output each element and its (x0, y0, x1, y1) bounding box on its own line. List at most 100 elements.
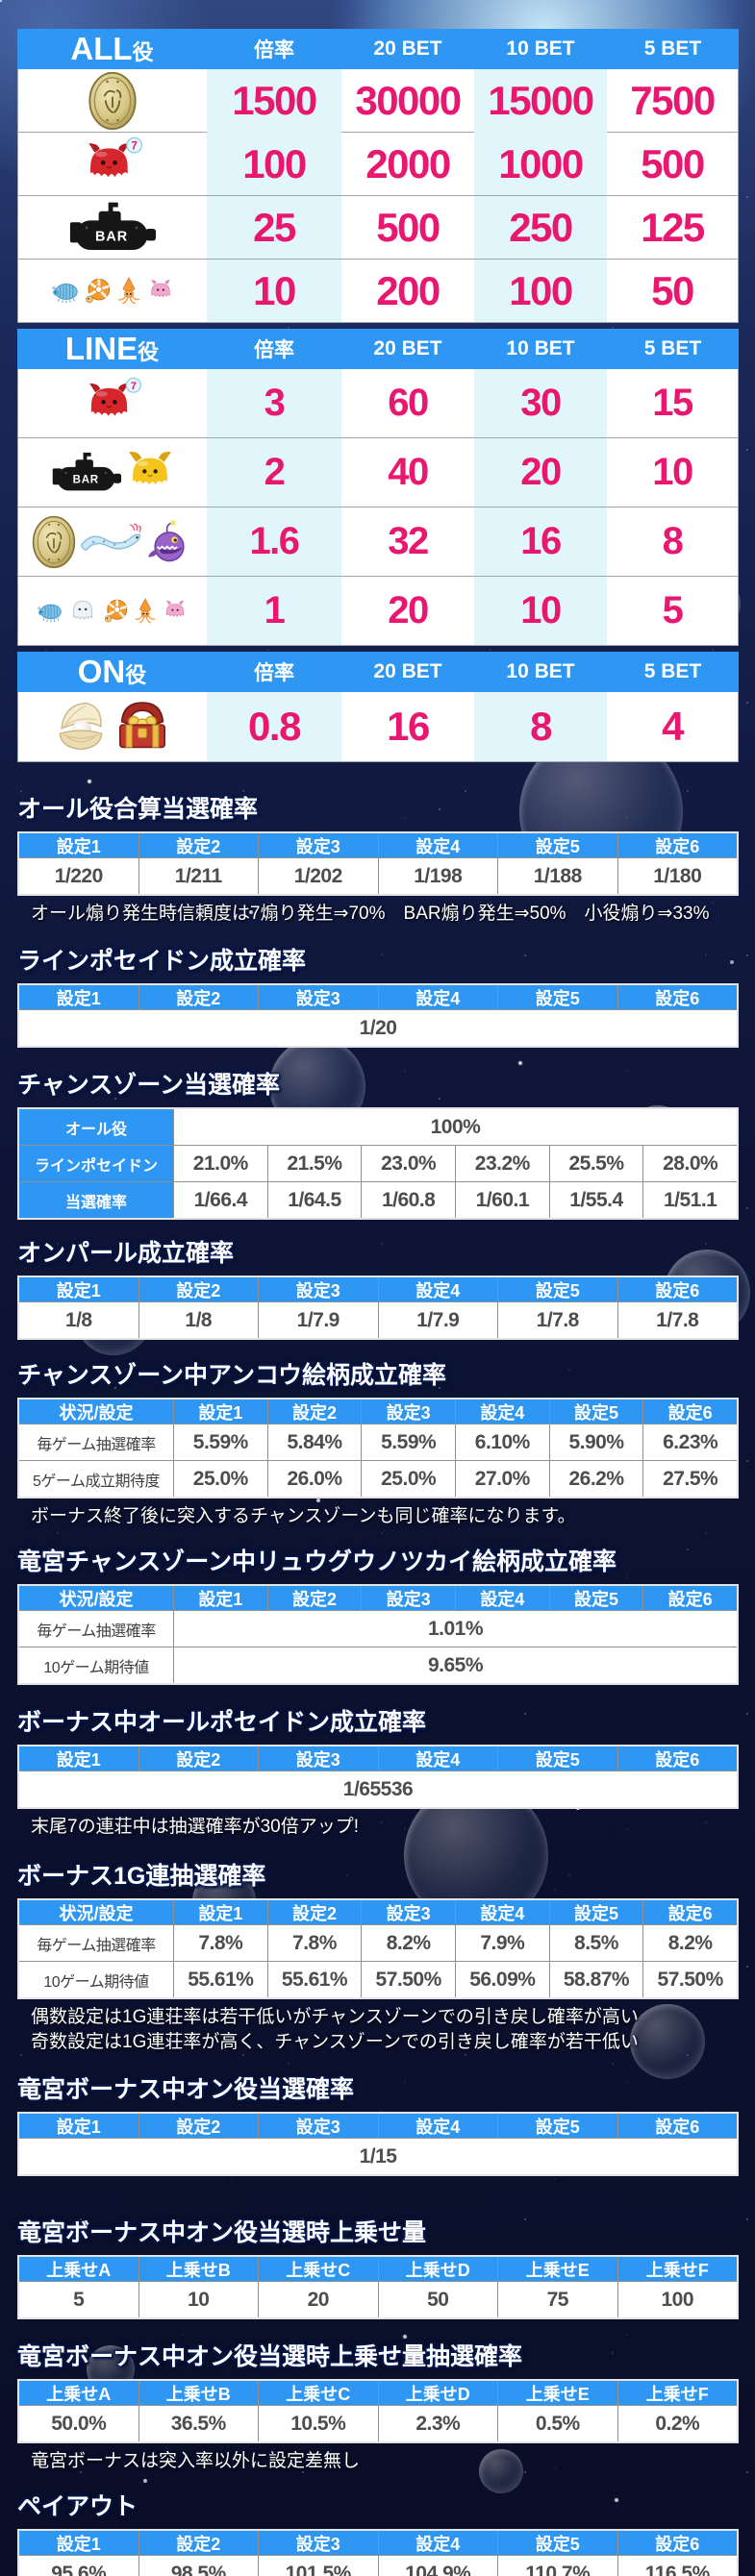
col-header-10bet: 10 BET (506, 660, 575, 682)
probability-value: 23.0% (362, 1146, 455, 1181)
section-title: 竜宮ボーナス中オン役当選時上乗せ量抽選確率 (17, 2343, 523, 2370)
table-row: 1 20 10 5 (18, 576, 738, 645)
setting-header: 設定6 (617, 985, 737, 1009)
probability-value: 21.5% (267, 1146, 362, 1181)
setting-header: 設定2 (138, 833, 258, 857)
probability-value-merged: 9.65% (174, 1647, 737, 1683)
situation-header: 状況/設定 (19, 1900, 173, 1924)
payout-value: 1000 (474, 133, 607, 195)
section-on-pearl: オンパール成立確率 設定1 設定2 設定3 設定4 設定5 設定6 1/8 1/… (17, 1239, 739, 1340)
payout-percent: 101.5% (259, 2556, 378, 2576)
probability-value: 25.0% (362, 1461, 455, 1497)
squid-icon (114, 277, 143, 306)
all-paytable-header: ALL役 倍率 20 BET 10 BET 5 BET (17, 29, 739, 69)
section-title: チャンスゾーン中アンコウ絵柄成立確率 (17, 1362, 447, 1389)
setting-header: 設定1 (174, 1900, 267, 1924)
section-title: ペイアウト (17, 2493, 138, 2520)
setting-header: 設定1 (19, 2114, 138, 2138)
payout-value: 20 (388, 589, 429, 632)
add-value: 50 (378, 2282, 497, 2317)
row-label: 当選確率 (19, 1182, 173, 1218)
table-row: 1500 30000 15000 7500 (18, 69, 738, 133)
setting-header: 設定5 (549, 1399, 643, 1424)
setting-header: 設定6 (643, 1900, 737, 1924)
probability-value: 27.5% (643, 1461, 737, 1497)
probability-value: 5.59% (362, 1424, 455, 1460)
pink-octopus-icon (146, 277, 175, 306)
chance-zone-table: オール役 100% ラインポセイドン 21.0% 21.5% 23.0% 23.… (17, 1107, 739, 1220)
payout-value: 3 (207, 369, 341, 437)
pearl-shell-icon (53, 699, 109, 755)
line-paytable: LINE役 倍率 20 BET 10 BET 5 BET 3 60 30 1 5 … (17, 329, 739, 646)
note-text: ボーナス終了後に突入するチャンスゾーンも同じ確率になります。 (31, 1506, 576, 1526)
setting-header: 設定2 (267, 1900, 362, 1924)
row-label: 毎ゲーム抽選確率 (19, 1424, 173, 1460)
add-header: 上乗せE (498, 2381, 617, 2405)
probability-value: 56.09% (455, 1962, 549, 1997)
probability-value: 5.90% (549, 1424, 643, 1460)
payout-value: 10 (207, 260, 341, 322)
section-title: オール役合算当選確率 (17, 796, 259, 823)
bar-submarine-icon (68, 200, 157, 256)
section-title: ボーナス1G連抽選確率 (17, 1863, 266, 1890)
probability-value: 1/60.8 (362, 1182, 455, 1218)
section-title: ボーナス中オールポセイドン成立確率 (17, 1709, 427, 1736)
section-ryugu-cz-oarfish: 竜宮チャンスゾーン中リュウグウノツカイ絵柄成立確率 状況/設定 設定1 設定2 … (17, 1548, 739, 1685)
setting-header: 設定3 (259, 1277, 378, 1301)
probability-value: 1/7.8 (498, 1302, 617, 1338)
probability-value: 1/8 (19, 1302, 138, 1338)
setting-header: 設定4 (378, 1746, 497, 1771)
probability-value-merged: 1/20 (19, 1010, 737, 1046)
on-label-kanji: 役 (125, 663, 147, 687)
setting-header: 設定3 (362, 1399, 455, 1424)
settings-table: 設定1 設定2 設定3 設定4 設定5 設定6 1/20 (17, 983, 739, 1048)
payout-value: 30000 (355, 78, 462, 123)
situation-settings-table: 状況/設定 設定1 設定2 設定3 設定4 設定5 設定6 毎ゲーム抽選確率 5… (17, 1398, 739, 1499)
setting-header: 設定5 (498, 833, 617, 857)
probability-value: 8.2% (362, 1925, 455, 1961)
payout-value: 10 (474, 577, 607, 645)
payout-value: 100 (474, 260, 607, 322)
col-header-20bet: 20 BET (373, 37, 442, 60)
setting-header: 設定4 (378, 2114, 497, 2138)
add-amount-table: 上乗せA 上乗せB 上乗せC 上乗せD 上乗せE 上乗せF 5 10 20 50… (17, 2255, 739, 2319)
col-header-multiplier: 倍率 (254, 39, 294, 62)
setting-header: 設定2 (138, 2531, 258, 2555)
payout-value: 500 (641, 140, 705, 186)
setting-header: 設定3 (259, 2531, 378, 2555)
add-header: 上乗せA (19, 2257, 138, 2281)
probability-value: 1/64.5 (267, 1182, 362, 1218)
on-table-title: ON役 (17, 654, 207, 690)
section-payout: ペイアウト 設定1 設定2 設定3 設定4 設定5 設定6 95.6% 98.5… (17, 2492, 739, 2576)
poseidon-medal-icon (88, 71, 138, 131)
payout-value: 2000 (365, 140, 451, 186)
table-row: 0.8 16 8 4 (18, 692, 738, 761)
payout-value: 8 (474, 692, 607, 761)
section-ryugu-bonus-on: 竜宮ボーナス中オン役当選確率 設定1 設定2 設定3 設定4 設定5 設定6 1… (17, 2075, 739, 2176)
setting-header: 設定4 (378, 833, 497, 857)
on-paytable: ON役 倍率 20 BET 10 BET 5 BET 0.8 16 8 4 (17, 652, 739, 762)
payout-value: 40 (388, 451, 429, 493)
setting-header: 設定2 (267, 1399, 362, 1424)
setting-header: 設定5 (498, 2531, 617, 2555)
table-row: 10 200 100 50 (18, 259, 738, 322)
probability-value: 1/7.9 (378, 1302, 497, 1338)
setting-header: 設定4 (455, 1900, 549, 1924)
all-paytable: ALL役 倍率 20 BET 10 BET 5 BET 1500 30000 1… (17, 29, 739, 323)
payout-percent: 110.7% (498, 2556, 617, 2576)
payout-value: 500 (376, 204, 440, 250)
nautilus-icon (83, 277, 112, 306)
setting-header: 設定3 (259, 985, 378, 1009)
setting-header: 設定2 (267, 1586, 362, 1610)
payout-value: 16 (474, 508, 607, 576)
probability-value: 1/220 (19, 858, 138, 894)
setting-header: 設定4 (378, 2531, 497, 2555)
probability-value: 1/188 (498, 858, 617, 894)
probability-value: 0.2% (617, 2406, 737, 2441)
section-bonus-1g: ボーナス1G連抽選確率 状況/設定 設定1 設定2 設定3 設定4 設定5 設定… (17, 1862, 739, 2054)
setting-header: 設定1 (174, 1586, 267, 1610)
setting-header: 設定5 (549, 1586, 643, 1610)
payout-value: 7500 (630, 78, 716, 123)
probability-value: 5.84% (267, 1424, 362, 1460)
probability-value-merged: 1/15 (19, 2139, 737, 2174)
